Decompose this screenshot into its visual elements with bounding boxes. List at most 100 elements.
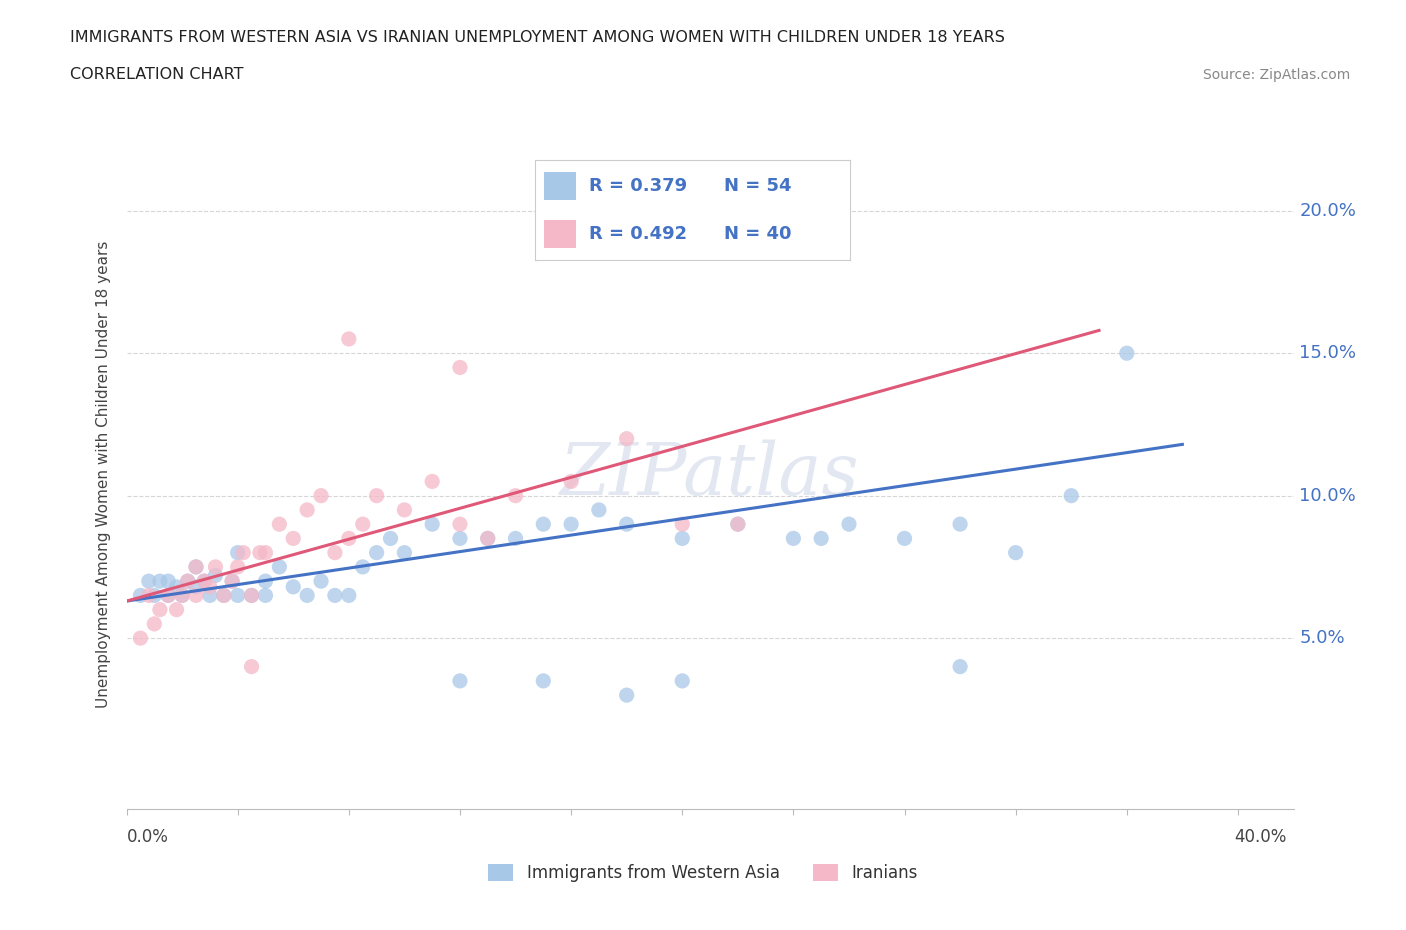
Point xyxy=(269,517,291,532)
Point xyxy=(616,687,638,702)
Point xyxy=(254,588,277,603)
Point xyxy=(560,517,582,532)
Y-axis label: Unemployment Among Women with Children Under 18 years: Unemployment Among Women with Children U… xyxy=(96,241,111,708)
Point xyxy=(394,502,416,517)
Point xyxy=(505,488,527,503)
Point xyxy=(184,579,207,594)
Point xyxy=(157,574,180,589)
Point xyxy=(727,517,749,532)
Point xyxy=(420,517,443,532)
Point xyxy=(449,360,471,375)
Text: 0.0%: 0.0% xyxy=(127,828,169,845)
Point xyxy=(138,574,160,589)
Point xyxy=(143,588,166,603)
Point xyxy=(531,673,554,688)
Point xyxy=(143,617,166,631)
Point xyxy=(212,588,235,603)
Point xyxy=(671,531,693,546)
Point xyxy=(352,517,374,532)
Point xyxy=(810,531,832,546)
Point xyxy=(323,588,346,603)
Point xyxy=(254,545,277,560)
Point xyxy=(226,588,249,603)
Point xyxy=(782,531,804,546)
Point xyxy=(295,588,318,603)
Point xyxy=(172,588,194,603)
Text: CORRELATION CHART: CORRELATION CHART xyxy=(70,67,243,82)
Text: 40.0%: 40.0% xyxy=(1234,828,1286,845)
Point xyxy=(198,588,221,603)
Text: 10.0%: 10.0% xyxy=(1299,486,1357,505)
Point xyxy=(616,432,638,446)
Point xyxy=(129,588,152,603)
Point xyxy=(193,574,215,589)
Point xyxy=(949,659,972,674)
Point xyxy=(366,488,388,503)
Point xyxy=(838,517,860,532)
Point xyxy=(616,517,638,532)
Point xyxy=(449,531,471,546)
Point xyxy=(588,502,610,517)
Point xyxy=(1004,545,1026,560)
Point xyxy=(166,603,188,618)
Point xyxy=(240,659,263,674)
Point xyxy=(337,331,360,346)
Point xyxy=(172,588,194,603)
Point xyxy=(671,517,693,532)
Point xyxy=(449,673,471,688)
Point xyxy=(366,545,388,560)
Point xyxy=(394,545,416,560)
Point xyxy=(129,631,152,645)
Point xyxy=(323,545,346,560)
Point xyxy=(232,545,254,560)
Point xyxy=(727,517,749,532)
Point xyxy=(352,560,374,575)
Point xyxy=(176,574,198,589)
Point xyxy=(149,603,172,618)
Point xyxy=(157,588,180,603)
Point xyxy=(184,560,207,575)
Point xyxy=(221,574,243,589)
Point xyxy=(893,531,915,546)
Point xyxy=(283,531,305,546)
Point xyxy=(949,517,972,532)
Point xyxy=(184,588,207,603)
Point xyxy=(295,502,318,517)
Point xyxy=(249,545,271,560)
Point xyxy=(1060,488,1083,503)
Point xyxy=(166,579,188,594)
Text: 20.0%: 20.0% xyxy=(1299,202,1357,219)
Point xyxy=(212,588,235,603)
Point xyxy=(1115,346,1137,361)
Point xyxy=(269,560,291,575)
Point xyxy=(449,517,471,532)
Text: 15.0%: 15.0% xyxy=(1299,344,1357,362)
Point xyxy=(193,574,215,589)
Point xyxy=(477,531,499,546)
Point xyxy=(221,574,243,589)
Point xyxy=(337,531,360,546)
Point xyxy=(337,588,360,603)
Point xyxy=(240,588,263,603)
Point xyxy=(309,574,332,589)
Point xyxy=(380,531,402,546)
Point xyxy=(138,588,160,603)
Point xyxy=(176,574,198,589)
Point xyxy=(477,531,499,546)
Text: Source: ZipAtlas.com: Source: ZipAtlas.com xyxy=(1202,68,1350,82)
Point xyxy=(184,560,207,575)
Point xyxy=(505,531,527,546)
Point xyxy=(420,474,443,489)
Text: 5.0%: 5.0% xyxy=(1299,629,1346,647)
Point xyxy=(204,560,226,575)
Point xyxy=(157,588,180,603)
Point xyxy=(226,545,249,560)
Point xyxy=(204,568,226,583)
Point xyxy=(283,579,305,594)
Point xyxy=(531,517,554,532)
Point xyxy=(149,574,172,589)
Point xyxy=(309,488,332,503)
Text: IMMIGRANTS FROM WESTERN ASIA VS IRANIAN UNEMPLOYMENT AMONG WOMEN WITH CHILDREN U: IMMIGRANTS FROM WESTERN ASIA VS IRANIAN … xyxy=(70,30,1005,45)
Legend: Immigrants from Western Asia, Iranians: Immigrants from Western Asia, Iranians xyxy=(482,857,924,889)
Point xyxy=(226,560,249,575)
